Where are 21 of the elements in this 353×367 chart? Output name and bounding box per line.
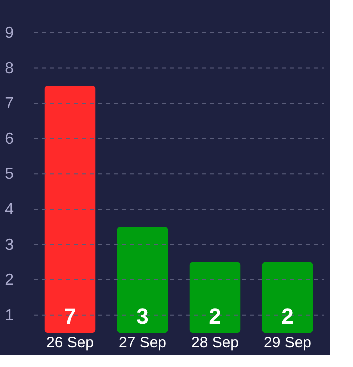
y-tick-label: 9 bbox=[5, 25, 14, 42]
y-tick-label: 2 bbox=[5, 272, 14, 290]
x-tick-label: 29 Sep bbox=[264, 334, 312, 352]
data-label: 3 bbox=[136, 304, 149, 329]
y-tick-label: 3 bbox=[5, 236, 14, 254]
data-label: 2 bbox=[282, 304, 294, 329]
y-tick-label: 7 bbox=[5, 96, 14, 113]
bar bbox=[190, 262, 241, 333]
x-tick-label: 27 Sep bbox=[118, 334, 167, 352]
y-tick-label: 4 bbox=[5, 201, 14, 218]
y-tick-label: 8 bbox=[5, 60, 14, 78]
data-label: 7 bbox=[64, 304, 76, 329]
y-tick-label: 1 bbox=[5, 307, 14, 324]
x-tick-label: 26 Sep bbox=[46, 334, 94, 352]
y-tick-label: 5 bbox=[5, 166, 14, 184]
bar bbox=[44, 86, 96, 333]
y-tick-label: 6 bbox=[5, 130, 14, 148]
bar bbox=[117, 227, 168, 333]
bar bbox=[262, 262, 314, 333]
x-tick-label: 28 Sep bbox=[191, 334, 240, 352]
data-label: 2 bbox=[209, 304, 222, 329]
